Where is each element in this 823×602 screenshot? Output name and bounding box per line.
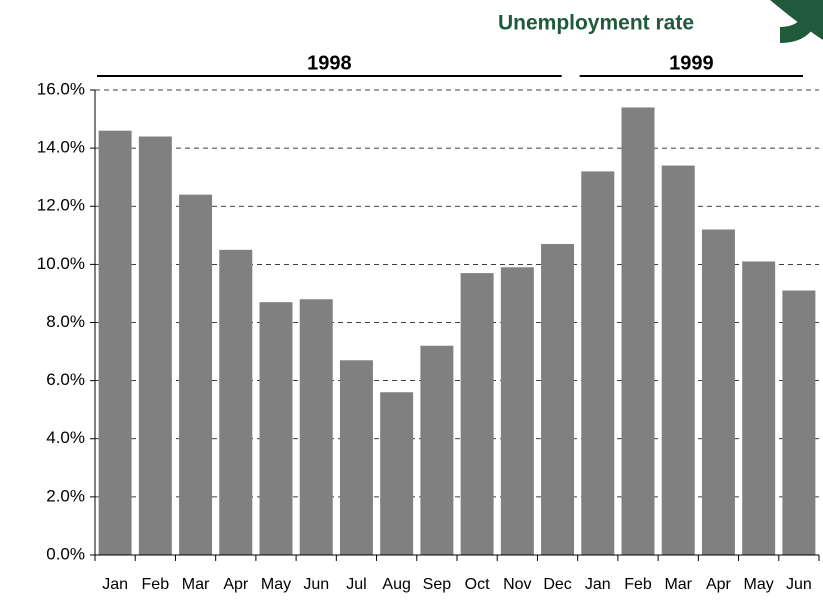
x-tick-label: May <box>261 576 291 593</box>
y-tick-label: 4.0% <box>46 428 85 447</box>
bar <box>661 165 695 555</box>
x-tick-label: Jan <box>102 576 128 593</box>
bar <box>782 290 816 555</box>
x-tick-label: Oct <box>465 576 490 593</box>
x-tick-label: Dec <box>543 576 571 593</box>
x-tick-label: May <box>744 576 774 593</box>
group-label: 1999 <box>669 52 714 74</box>
chart-title: Unemployment rate <box>498 12 694 35</box>
y-tick-label: 16.0% <box>37 79 85 98</box>
bar <box>460 273 494 555</box>
x-tick-label: Apr <box>706 576 732 593</box>
bar <box>581 171 615 555</box>
bar <box>219 249 253 555</box>
x-tick-label: Sep <box>423 576 452 593</box>
bar <box>380 392 414 555</box>
x-tick-label: Nov <box>503 576 531 593</box>
bar <box>420 345 454 555</box>
bar <box>98 130 132 555</box>
x-tick-label: Jul <box>346 576 366 593</box>
bar <box>259 302 293 555</box>
x-tick-label: Jan <box>585 576 611 593</box>
x-tick-label: Feb <box>624 576 652 593</box>
bar <box>541 244 575 555</box>
x-tick-label: Apr <box>223 576 249 593</box>
bar <box>701 229 735 555</box>
x-tick-label: Jun <box>786 576 812 593</box>
group-label: 1998 <box>307 52 352 74</box>
y-tick-label: 12.0% <box>37 196 85 215</box>
x-tick-label: Mar <box>664 576 692 593</box>
bar <box>621 107 655 555</box>
bar <box>500 267 534 555</box>
y-tick-label: 0.0% <box>46 544 85 563</box>
bar <box>179 194 213 555</box>
y-tick-label: 14.0% <box>37 138 85 157</box>
y-tick-label: 8.0% <box>46 312 85 331</box>
logo-curve <box>779 0 817 43</box>
bar <box>742 261 776 555</box>
bar <box>339 360 373 555</box>
x-tick-label: Aug <box>382 576 410 593</box>
y-tick-label: 10.0% <box>37 254 85 273</box>
x-tick-label: Jun <box>303 576 329 593</box>
y-tick-label: 2.0% <box>46 486 85 505</box>
x-tick-label: Feb <box>142 576 170 593</box>
x-tick-label: Mar <box>182 576 210 593</box>
y-tick-label: 6.0% <box>46 370 85 389</box>
bar <box>299 299 333 555</box>
bar <box>138 136 172 555</box>
